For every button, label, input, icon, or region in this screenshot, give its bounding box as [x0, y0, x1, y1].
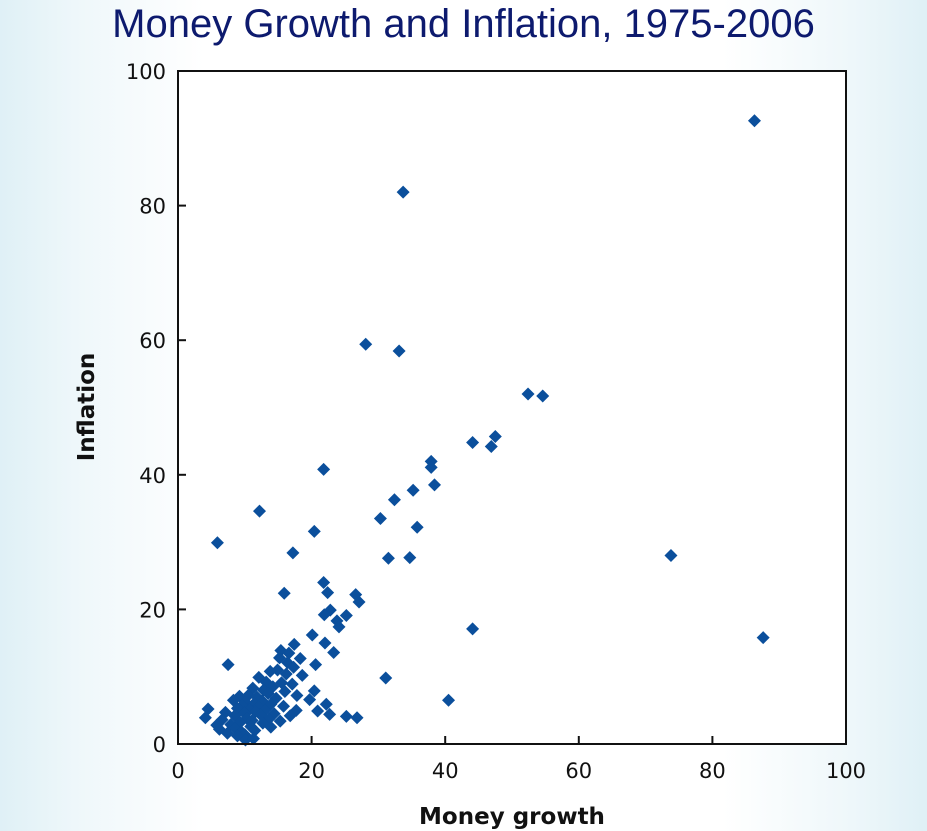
data-point: [295, 668, 309, 682]
y-tick-label: 80: [139, 195, 166, 219]
data-point: [536, 389, 550, 403]
x-tick-label: 100: [826, 759, 866, 783]
y-axis: 0 20 40 60 80 100: [126, 60, 186, 757]
data-point: [339, 608, 353, 622]
x-tick-label: 60: [565, 759, 592, 783]
data-point: [317, 462, 331, 476]
data-point: [410, 520, 424, 534]
data-point: [279, 667, 293, 681]
data-point: [221, 658, 235, 672]
data-point: [264, 720, 278, 734]
data-point: [488, 429, 502, 443]
data-point: [321, 586, 335, 600]
y-tick-label: 60: [139, 329, 166, 353]
data-point: [521, 387, 535, 401]
data-point: [466, 622, 480, 636]
y-tick-label: 100: [126, 60, 166, 84]
data-point: [309, 658, 323, 672]
data-point: [424, 460, 438, 474]
data-point: [263, 664, 277, 678]
data-point: [756, 631, 770, 645]
x-axis: 0 20 40 60 80 100: [171, 736, 866, 783]
x-tick-label: 0: [171, 759, 184, 783]
data-point: [277, 586, 291, 600]
data-point: [484, 440, 498, 454]
y-tick-label: 0: [153, 733, 166, 757]
data-point: [307, 684, 321, 698]
data-point: [392, 344, 406, 358]
data-point: [442, 693, 456, 707]
data-point: [244, 720, 258, 734]
data-point: [396, 185, 410, 199]
data-point: [198, 711, 212, 725]
data-point: [210, 536, 224, 550]
data-point: [387, 493, 401, 507]
data-point: [220, 726, 234, 740]
data-point: [359, 337, 373, 351]
data-point: [293, 652, 307, 666]
data-point: [287, 637, 301, 651]
y-tick-label: 20: [139, 598, 166, 622]
plot-frame: [177, 70, 847, 745]
data-point: [273, 714, 287, 728]
data-point: [318, 636, 332, 650]
data-point: [350, 711, 364, 725]
data-point: [287, 660, 301, 674]
y-axis-label: Inflation: [74, 353, 100, 462]
data-point: [278, 685, 292, 699]
data-point: [311, 704, 325, 718]
x-axis-label: Money growth: [419, 804, 605, 830]
data-point: [290, 689, 304, 703]
data-point: [277, 699, 291, 713]
data-point: [283, 709, 297, 723]
data-point: [466, 435, 480, 449]
data-point: [428, 478, 442, 492]
data-point: [406, 483, 420, 497]
data-point: [379, 671, 393, 685]
x-tick-label: 20: [298, 759, 325, 783]
chart-title: Money Growth and Inflation, 1975-2006: [112, 2, 815, 46]
data-point: [303, 693, 317, 707]
data-point: [332, 620, 346, 634]
data-point: [339, 709, 353, 723]
points-layer: [198, 114, 770, 747]
data-point: [307, 524, 321, 538]
data-point: [246, 732, 260, 746]
data-point: [305, 628, 319, 642]
x-tick-label: 80: [699, 759, 726, 783]
data-point: [381, 551, 395, 565]
data-point: [286, 546, 300, 560]
x-tick-label: 40: [432, 759, 459, 783]
data-point: [282, 646, 296, 660]
data-point: [352, 595, 366, 609]
data-point: [403, 551, 417, 565]
data-point: [317, 575, 331, 589]
data-point: [319, 697, 333, 711]
data-point: [285, 677, 299, 691]
data-point: [252, 504, 266, 518]
plot-background: [178, 71, 846, 744]
y-tick-label: 40: [139, 464, 166, 488]
data-point: [327, 645, 341, 659]
data-point: [323, 707, 337, 721]
data-point: [248, 724, 262, 738]
data-point: [664, 549, 678, 563]
data-point: [373, 512, 387, 526]
data-point: [747, 114, 761, 128]
data-point: [317, 608, 331, 622]
